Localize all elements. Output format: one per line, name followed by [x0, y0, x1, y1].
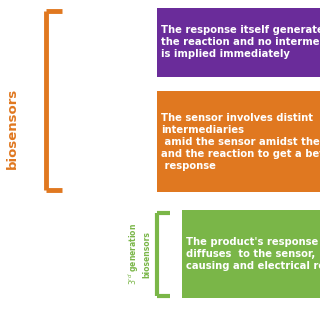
Text: The product's response
diffuses  to the sensor,
causing and electrical reac: The product's response diffuses to the s… — [186, 236, 320, 271]
Text: biosensors: biosensors — [6, 87, 19, 169]
Text: $3^{rd}$ generation
biosensors: $3^{rd}$ generation biosensors — [127, 223, 152, 285]
FancyBboxPatch shape — [157, 91, 320, 192]
Text: The sensor involves distint
intermediaries
 amid the sensor amidst the sens
and : The sensor involves distint intermediari… — [161, 113, 320, 171]
FancyBboxPatch shape — [182, 210, 320, 298]
FancyBboxPatch shape — [157, 8, 320, 77]
Text: The response itself generates 
the reaction and no intermed
is implied immediate: The response itself generates the reacti… — [161, 25, 320, 60]
